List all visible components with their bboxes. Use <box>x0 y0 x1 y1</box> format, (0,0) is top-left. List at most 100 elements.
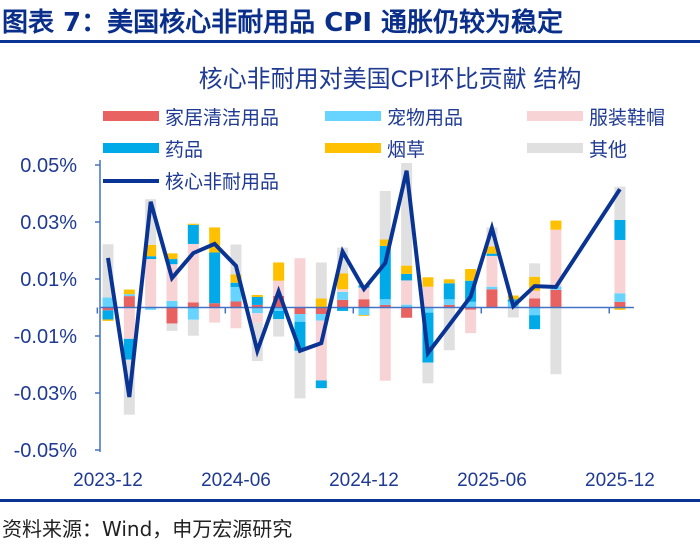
y-tick-label: 0.01% <box>20 269 77 291</box>
bar-segment <box>166 323 178 331</box>
y-tick-label: 0.05% <box>20 155 77 177</box>
bar-segment <box>145 256 157 260</box>
bar-segment <box>337 307 349 311</box>
bar-segment <box>102 297 114 308</box>
bar-segment <box>187 224 199 244</box>
bar-segment <box>209 227 221 253</box>
bar-segment <box>358 307 370 316</box>
legend-swatch-4 <box>325 143 381 153</box>
bar-segment <box>465 309 477 334</box>
bar-segment <box>614 307 626 310</box>
bar-segment <box>379 304 391 308</box>
legend-label-5: 其他 <box>589 139 627 161</box>
bar-segment <box>550 220 562 230</box>
bar-segment <box>273 319 285 337</box>
bar-segment <box>401 265 413 274</box>
bar-segment <box>187 307 199 320</box>
core-nondurables-line <box>106 170 622 398</box>
x-tick-label: 2024-12 <box>329 470 399 491</box>
bar-segment <box>273 262 285 281</box>
y-axis: 0.05% 0.03% 0.01% -0.01% -0.03% -0.05% <box>14 155 101 462</box>
legend-label-1: 宠物用品 <box>387 107 463 129</box>
bar-segment <box>187 243 199 303</box>
legend-label-0: 家居清洁用品 <box>165 107 279 129</box>
bar-segment <box>315 380 327 389</box>
bar-segment <box>273 307 285 311</box>
bar-segment <box>379 245 391 300</box>
bar-segment <box>337 273 349 290</box>
bar-segment <box>465 307 477 310</box>
bar-segment <box>230 307 242 329</box>
bar-segment <box>251 304 263 308</box>
legend-label-2: 服装鞋帽 <box>589 107 665 129</box>
bar-segment <box>401 304 413 308</box>
chart-title: 核心非耐用对美国CPI环比贡献 结构 <box>199 66 582 93</box>
bar-segment <box>486 246 498 254</box>
bar-segment <box>486 227 498 247</box>
bar-segment <box>294 307 306 315</box>
legend-swatch-1 <box>325 111 381 121</box>
bar-segment <box>550 289 562 308</box>
bar-segment <box>166 259 178 265</box>
bar-segment <box>209 252 221 304</box>
bar-segment <box>315 262 327 299</box>
figure-title: 图表 7：美国核心非耐用品 CPI 通胀仍较为稳定 <box>2 8 564 38</box>
legend-label-line: 核心非耐用品 <box>165 171 279 193</box>
bar-segment <box>507 307 519 318</box>
bar-segment <box>166 307 178 324</box>
bar-segment <box>358 287 370 300</box>
bar-segment <box>294 350 306 399</box>
bar-segment <box>187 223 199 225</box>
bar-segment <box>251 296 263 305</box>
bar-segment <box>273 295 285 308</box>
bar-segment <box>145 307 157 310</box>
legend-swatch-0 <box>103 111 159 121</box>
bar-segment <box>166 264 178 301</box>
bar-segment <box>187 319 199 336</box>
x-tick-label: 2025-12 <box>585 470 655 491</box>
bar-segment <box>209 307 221 323</box>
bar-segment <box>102 310 114 320</box>
bar-segment <box>230 274 242 283</box>
x-tick-label: 2023-12 <box>73 470 143 491</box>
bar-segment <box>230 286 242 302</box>
bar-segment <box>401 163 413 266</box>
bar-segment <box>358 299 370 308</box>
bar-segment <box>358 315 370 317</box>
bar-segment <box>614 293 626 302</box>
legend-swatch-5 <box>527 143 583 153</box>
x-axis: 2023-12 2024-06 2024-12 2025-06 2025-12 <box>73 306 655 491</box>
bar-segment <box>614 239 626 294</box>
bar-segment <box>294 321 306 351</box>
bar-segment <box>529 298 541 308</box>
bar-segment <box>337 247 349 274</box>
bar-segment <box>443 304 455 308</box>
bar-segment <box>102 319 114 321</box>
bar-segment <box>315 314 327 321</box>
bar-segment <box>507 295 519 300</box>
bar-segment <box>251 307 263 314</box>
bar-segment <box>337 291 349 300</box>
bar-segment <box>443 299 455 305</box>
bar-segment <box>529 307 541 316</box>
bottom-rule <box>0 499 700 502</box>
bar-segment <box>443 279 455 284</box>
y-tick-label: -0.05% <box>14 440 78 462</box>
bar-segment <box>401 307 413 318</box>
bar-segment <box>422 277 434 287</box>
bar-segment <box>422 307 434 313</box>
bar-segment <box>486 289 498 308</box>
bar-segment <box>529 263 541 277</box>
x-tick-label: 2024-06 <box>201 470 271 491</box>
bar-segment <box>123 294 135 297</box>
bar-segment <box>294 314 306 322</box>
bar-segment <box>486 255 498 287</box>
bar-segment <box>529 315 541 330</box>
bar-segment <box>230 282 242 287</box>
bar-segment <box>529 290 541 299</box>
bar-segment <box>379 239 391 246</box>
bar-segment <box>166 253 178 260</box>
bar-segment <box>443 307 455 351</box>
legend-swatch-3 <box>103 143 159 153</box>
